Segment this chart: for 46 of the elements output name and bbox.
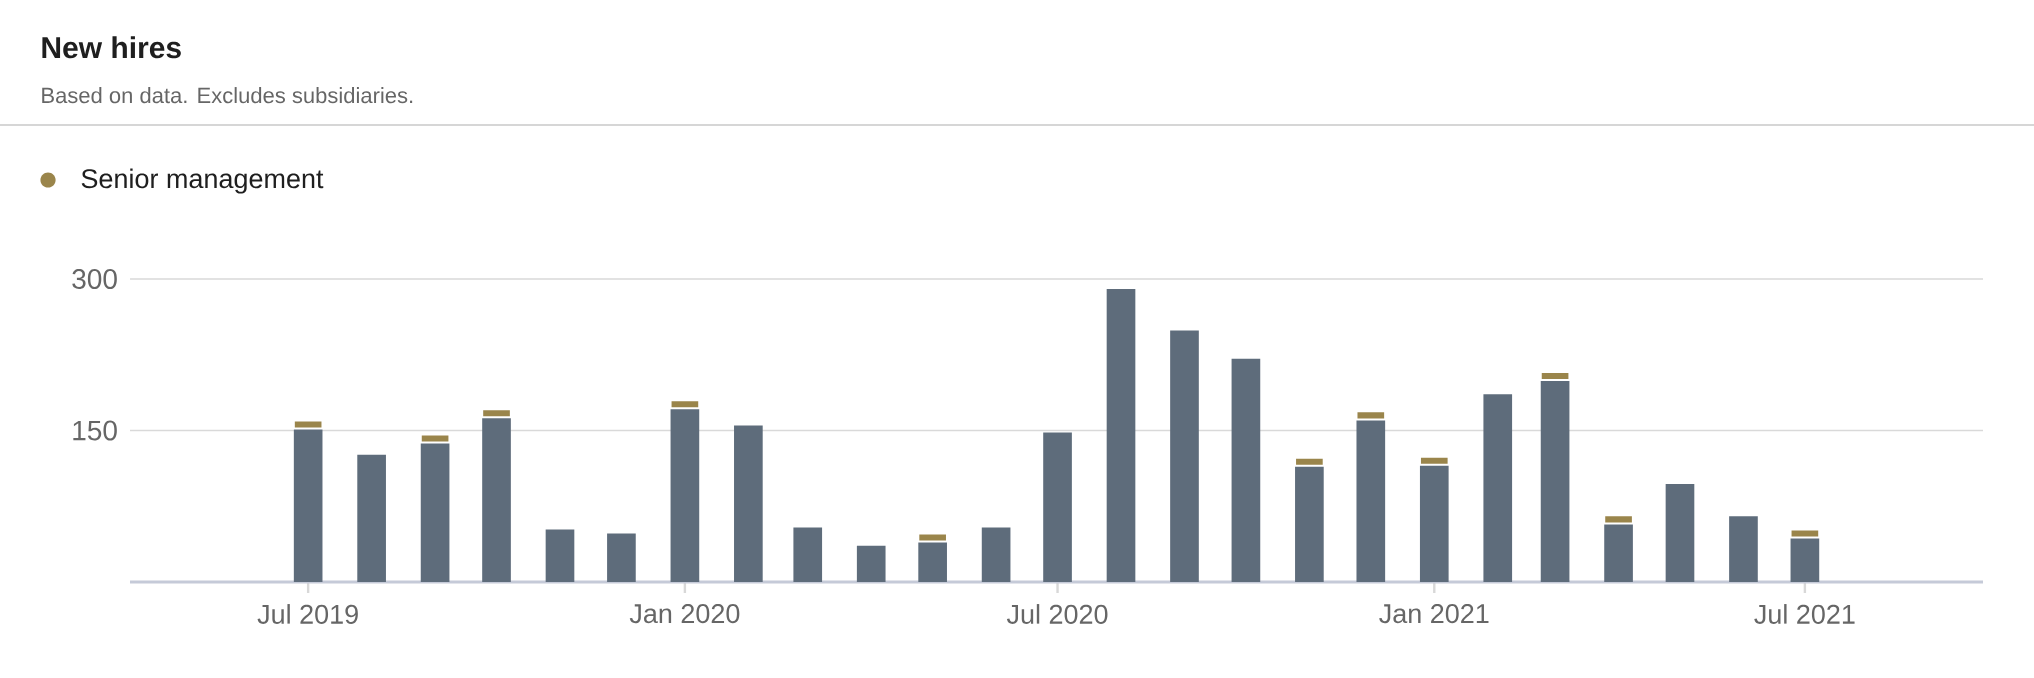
- bar: [1295, 465, 1324, 582]
- bar: [1106, 289, 1136, 582]
- bar: [1043, 432, 1072, 582]
- bar: [856, 545, 886, 582]
- bar: [481, 408, 512, 419]
- bar: [293, 428, 323, 582]
- bar: [1418, 455, 1450, 466]
- bar: [292, 419, 324, 430]
- bar: [1294, 456, 1325, 467]
- bar: [918, 541, 947, 582]
- y-tick-label: 300: [72, 269, 117, 289]
- bar: [1356, 419, 1386, 582]
- bar: [1539, 370, 1571, 381]
- bar: [1789, 528, 1821, 539]
- bar: [1231, 358, 1261, 582]
- legend-label: Senior management: [81, 168, 324, 194]
- bar: [1604, 523, 1633, 582]
- bar: [734, 425, 763, 582]
- bar: [357, 454, 386, 582]
- bar: [420, 442, 450, 582]
- x-tick-label: Jul 2021: [1754, 604, 1855, 624]
- bar: [981, 527, 1011, 582]
- y-tick-label: 150: [73, 420, 117, 441]
- bar: [669, 399, 701, 410]
- bar: [1790, 537, 1820, 582]
- bar: [1540, 380, 1570, 582]
- bar: [545, 529, 575, 582]
- x-tick-label: Jul 2020: [1006, 604, 1108, 624]
- bar: [1483, 394, 1513, 582]
- bar: [793, 527, 823, 582]
- bar: [670, 408, 700, 582]
- bar: [1419, 464, 1449, 582]
- bar: [607, 533, 636, 582]
- bar: [482, 417, 511, 582]
- bar: [917, 532, 948, 543]
- bar: [1170, 330, 1199, 582]
- x-tick-label: Jul 2019: [257, 604, 358, 624]
- bar: [1729, 516, 1758, 582]
- bar: [1355, 410, 1387, 421]
- bar: [419, 433, 451, 444]
- x-tick-label: Jan 2021: [1379, 604, 1489, 624]
- bar: [1603, 514, 1634, 525]
- chart-title: New hires: [42, 36, 181, 59]
- x-tick-label: Jan 2020: [629, 604, 740, 624]
- chart-subtitle: Based on data. Excludes subsidiaries.: [42, 87, 413, 104]
- bar: [1665, 484, 1695, 582]
